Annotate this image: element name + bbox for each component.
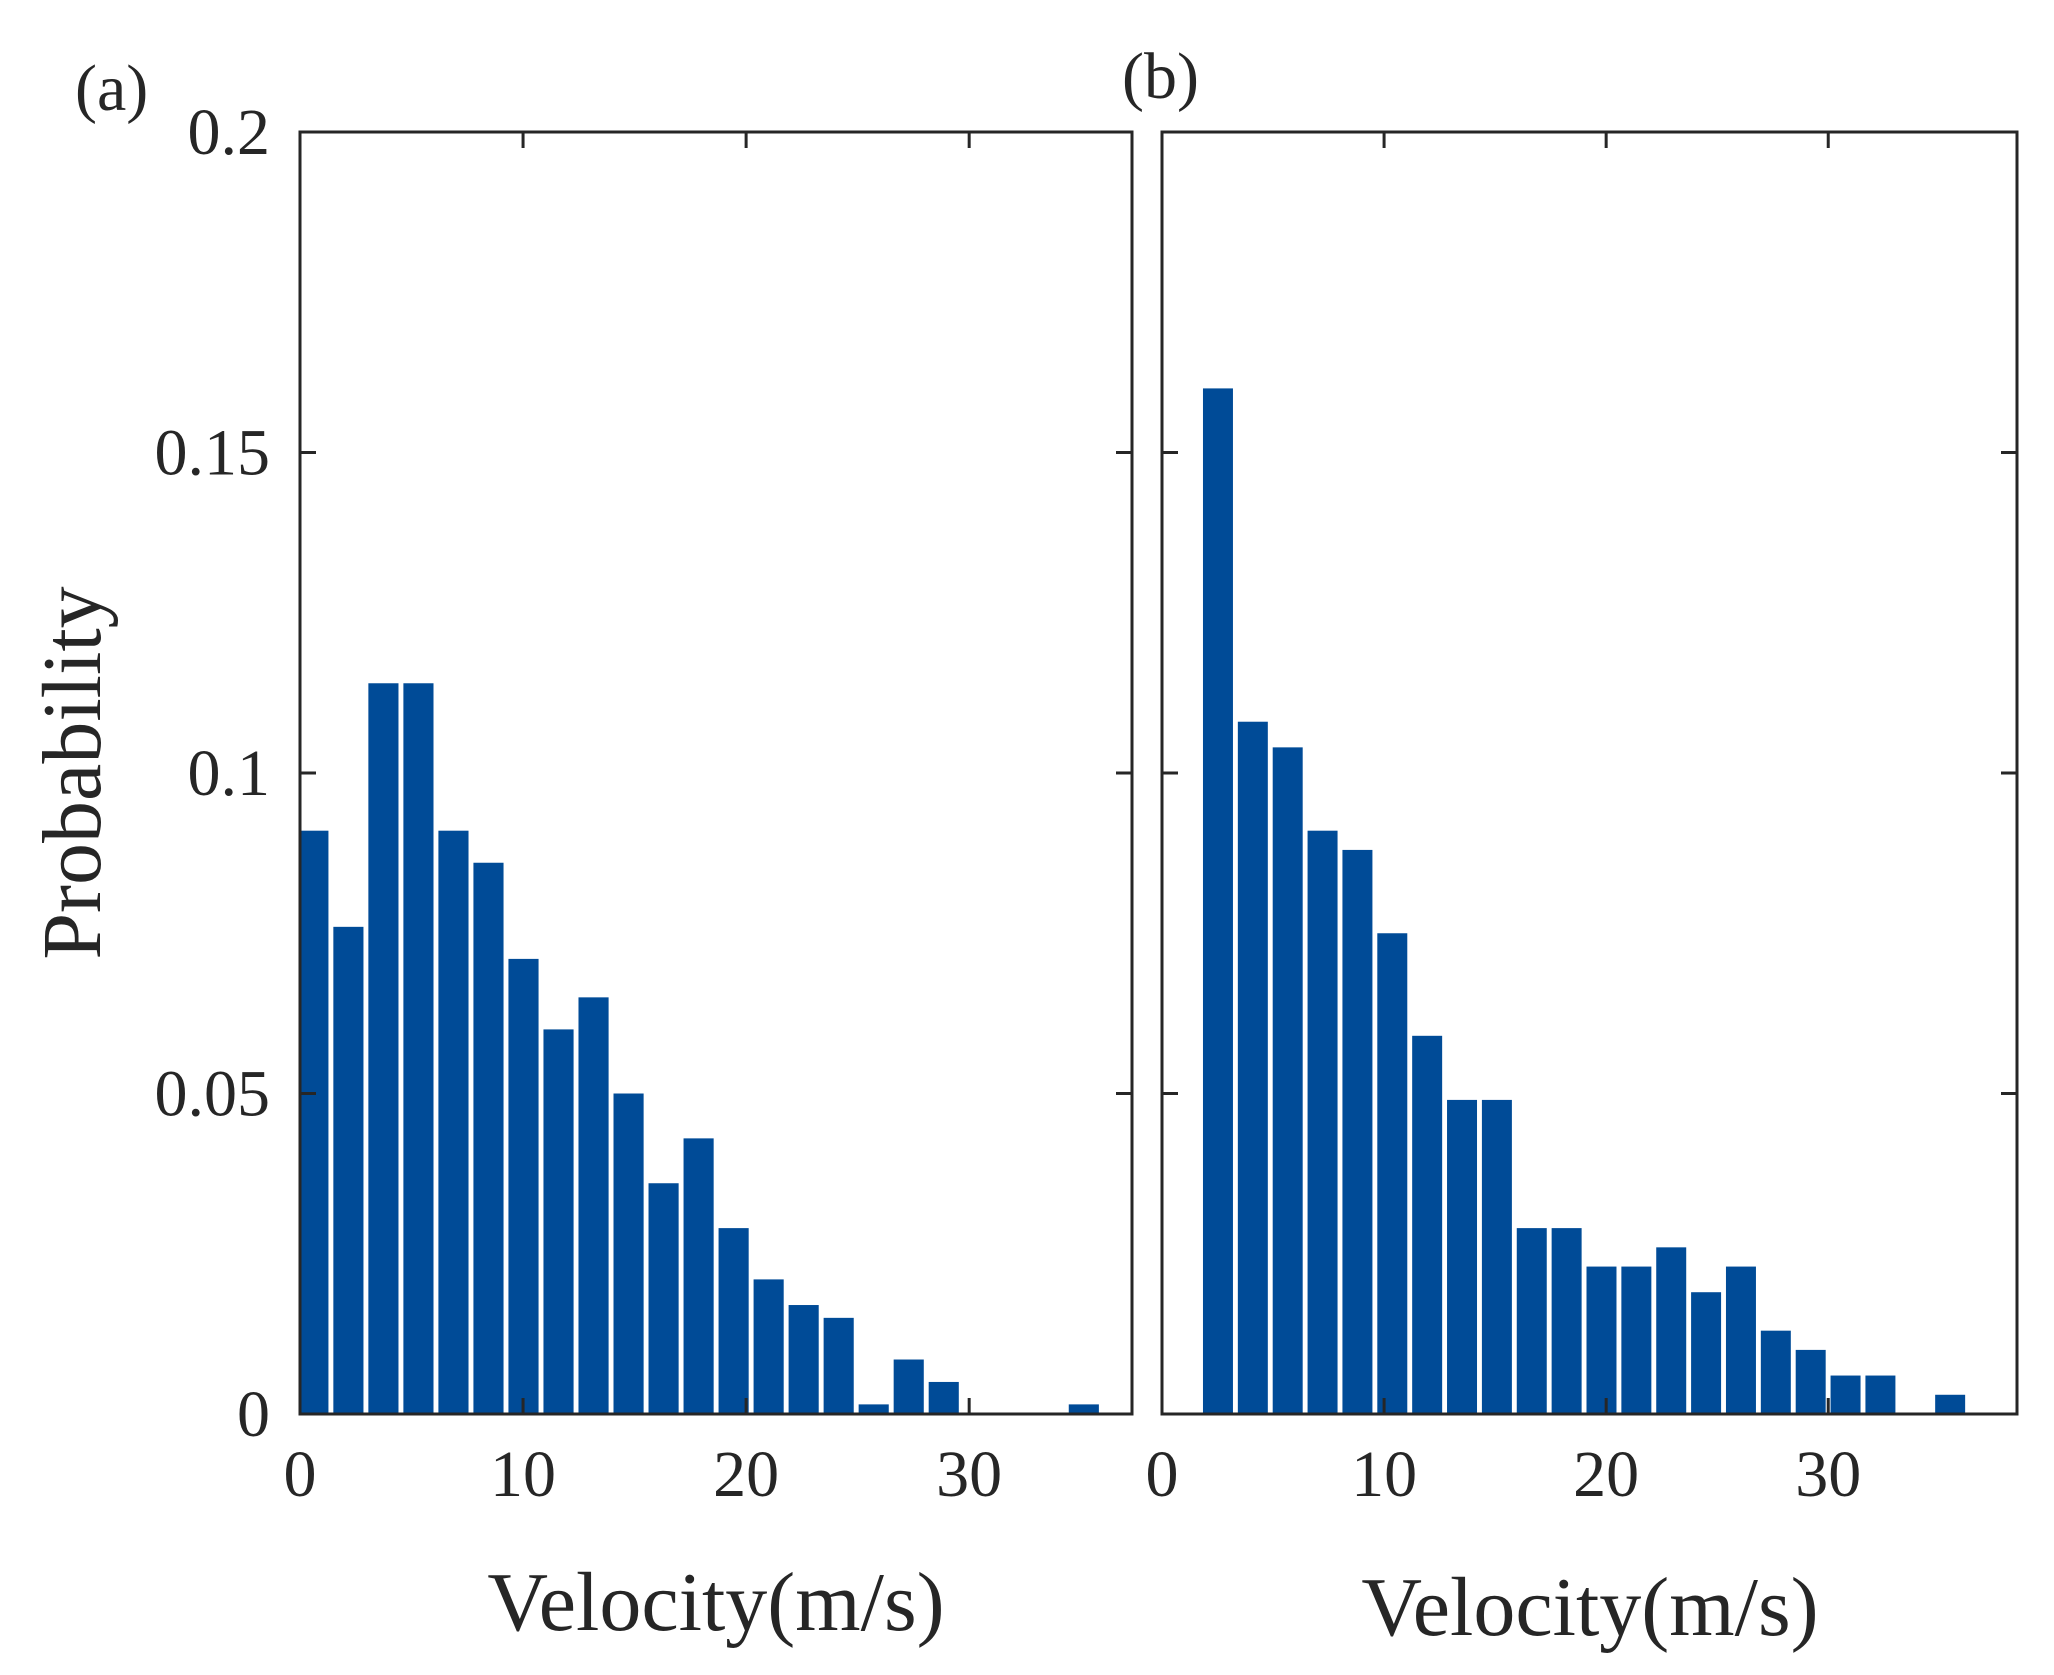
panel-a-bars xyxy=(300,683,1099,1414)
panel-a-bar-3 xyxy=(403,683,434,1414)
panel-b-xtick-labels: 0 10 20 30 xyxy=(1146,1438,1862,1511)
panel-b-bar-1 xyxy=(1237,721,1268,1414)
xtick-label: 10 xyxy=(1351,1438,1417,1511)
panel-a-bar-1 xyxy=(333,926,364,1414)
panel-b-ticks xyxy=(1160,130,2017,1416)
panel-a-bar-18 xyxy=(928,1381,959,1414)
panel-a-bar-9 xyxy=(613,1093,644,1414)
panel-b: 0 10 20 30 (b) Velocity(m/s) xyxy=(1122,40,2019,1654)
panel-b-bar-6 xyxy=(1412,1035,1443,1414)
panel-a-ticks xyxy=(298,130,1132,1416)
panel-a-bar-12 xyxy=(718,1228,749,1414)
xtick-label: 30 xyxy=(936,1438,1002,1511)
ytick-label: 0 xyxy=(237,1378,270,1451)
panel-b-bar-19 xyxy=(1865,1375,1896,1414)
panel-b-bar-16 xyxy=(1760,1330,1791,1414)
panel-a-xlabel: Velocity(m/s) xyxy=(487,1556,944,1649)
panel-b-bar-14 xyxy=(1691,1292,1722,1414)
panel-a-bar-17 xyxy=(893,1359,924,1414)
panel-b-bar-2 xyxy=(1272,747,1303,1414)
ytick-label: 0.05 xyxy=(155,1058,271,1131)
panel-b-xlabel: Velocity(m/s) xyxy=(1361,1561,1818,1654)
panel-b-bar-0 xyxy=(1202,388,1233,1414)
panel-b-bar-4 xyxy=(1342,849,1373,1414)
y-axis-label: Probability xyxy=(26,586,119,959)
panel-b-bar-9 xyxy=(1516,1228,1547,1414)
xtick-label: 20 xyxy=(713,1438,779,1511)
panel-b-bar-10 xyxy=(1551,1228,1582,1414)
xtick-label: 10 xyxy=(490,1438,556,1511)
ytick-label: 0.2 xyxy=(188,96,271,169)
panel-a-label: (a) xyxy=(75,52,148,125)
panel-a-bar-14 xyxy=(788,1305,819,1414)
xtick-label: 0 xyxy=(1146,1438,1179,1511)
panel-b-bar-15 xyxy=(1725,1266,1756,1414)
xtick-label: 30 xyxy=(1795,1438,1861,1511)
panel-a-bar-11 xyxy=(683,1138,714,1414)
ytick-label: 0.15 xyxy=(155,417,271,490)
panel-a-bar-7 xyxy=(543,1029,574,1414)
xtick-label: 20 xyxy=(1573,1438,1639,1511)
panel-a-bar-6 xyxy=(508,958,539,1414)
panel-b-bar-7 xyxy=(1447,1099,1478,1414)
panel-a-bar-22 xyxy=(1068,1404,1099,1414)
panel-a-bar-13 xyxy=(753,1279,784,1414)
panel-a: 0 10 20 30 0 0.05 0.1 0.15 0.2 (a) Velocity(m/s… xyxy=(26,52,1134,1649)
panel-b-bar-17 xyxy=(1795,1349,1826,1414)
panel-b-bar-8 xyxy=(1481,1099,1512,1414)
panel-b-bar-5 xyxy=(1377,933,1408,1414)
panel-b-bar-13 xyxy=(1656,1247,1687,1414)
panel-b-label: (b) xyxy=(1122,40,1199,113)
panel-b-bar-21 xyxy=(1935,1394,1966,1414)
panel-a-bar-8 xyxy=(578,997,609,1414)
panel-a-bar-16 xyxy=(858,1404,889,1414)
xtick-label: 0 xyxy=(284,1438,317,1511)
panel-b-bars xyxy=(1202,388,1966,1414)
panel-b-bar-3 xyxy=(1307,830,1338,1414)
panel-b-bar-11 xyxy=(1586,1266,1617,1414)
panel-b-bar-12 xyxy=(1621,1266,1652,1414)
panel-a-bar-10 xyxy=(648,1183,679,1414)
panel-b-bar-18 xyxy=(1830,1375,1861,1414)
panel-a-ytick-labels: 0 0.05 0.1 0.15 0.2 xyxy=(155,96,271,1451)
panel-a-xtick-labels: 0 10 20 30 xyxy=(284,1438,1003,1511)
panel-a-bar-2 xyxy=(368,683,399,1414)
panel-a-bar-5 xyxy=(473,862,504,1414)
panel-a-bar-4 xyxy=(438,830,469,1414)
ytick-label: 0.1 xyxy=(188,737,271,810)
panel-a-bar-0 xyxy=(300,830,329,1414)
panel-a-bar-15 xyxy=(823,1317,854,1414)
